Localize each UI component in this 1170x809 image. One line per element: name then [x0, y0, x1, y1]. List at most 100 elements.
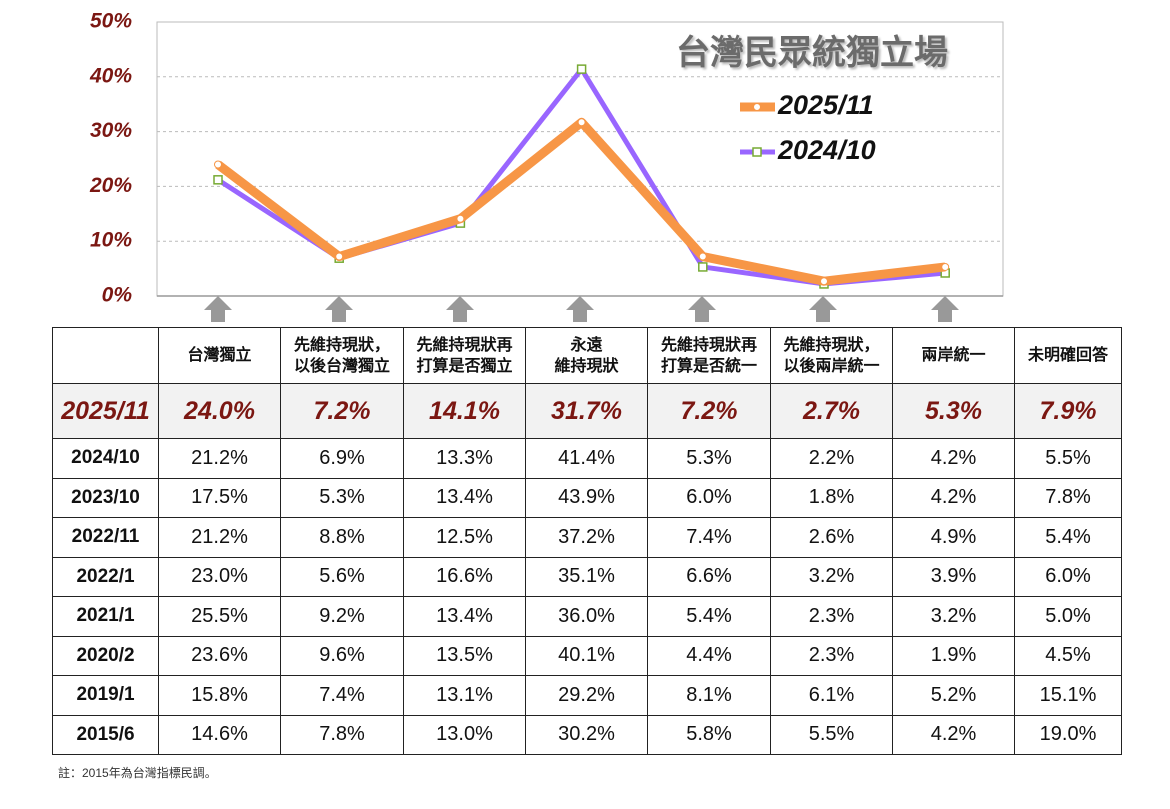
row-label: 2015/6 — [52, 714, 159, 755]
table-cell: 5.8% — [647, 714, 771, 755]
table-row: 2022/1 23.0% 5.6% 16.6% 35.1% 6.6% 3.2% 3.9% 6.0… — [52, 556, 1122, 597]
point — [698, 252, 707, 261]
header-cell: 未明確回答 — [1014, 327, 1122, 384]
header-line: 以後兩岸統一 — [783, 357, 880, 375]
chart: 台灣民眾統獨立場 0% 10% 20% 30% 40% 50% 2024/10 2025/11 — [89, 10, 1004, 322]
table-cell: 5.3% — [647, 438, 771, 479]
table-cell: 2.3% — [770, 635, 893, 676]
table-cell: 7.4% — [280, 675, 404, 716]
legend-label: 2025/11 — [777, 90, 874, 120]
table-row: 2019/1 15.8% 7.4% 13.1% 29.2% 8.1% 6.1% 5.2% 15.… — [52, 675, 1122, 716]
header-line: 先維持現狀， — [783, 336, 880, 354]
table-cell: 6.9% — [280, 438, 404, 479]
table-cell: 12.5% — [403, 517, 526, 558]
header-cell: 台灣獨立 — [158, 327, 281, 384]
table-cell: 4.2% — [892, 477, 1015, 518]
table-cell: 4.4% — [647, 635, 771, 676]
point — [820, 277, 828, 286]
table-cell: 4.5% — [1014, 635, 1122, 676]
table-cell: 3.2% — [770, 556, 893, 597]
header-line: 打算是否獨立 — [416, 357, 513, 375]
table-cell: 8.1% — [647, 675, 771, 716]
y-tick-label: 10% — [90, 229, 132, 252]
table-cell: 4.2% — [892, 438, 1015, 479]
table-cell: 21.2% — [158, 438, 281, 479]
row-label: 2024/10 — [52, 438, 159, 479]
point — [698, 262, 708, 272]
table-cell: 7.9% — [1014, 383, 1122, 439]
table-cell: 2.7% — [770, 383, 893, 439]
table-cell: 3.2% — [892, 596, 1015, 637]
table-row: 2021/1 25.5% 9.2% 13.4% 36.0% 5.4% 2.3% 3.2% 5.0… — [52, 596, 1122, 637]
legend-label: 2024/10 — [777, 135, 876, 165]
table-cell: 16.6% — [403, 556, 526, 597]
table-cell: 7.2% — [647, 383, 771, 439]
table-cell: 14.6% — [158, 714, 281, 755]
table-cell: 25.5% — [158, 596, 281, 637]
point — [213, 175, 223, 185]
table-cell: 23.0% — [158, 556, 281, 597]
chart-title: 台灣民眾統獨立場 — [676, 34, 948, 72]
point — [941, 262, 950, 271]
header-line: 先維持現狀再 — [416, 336, 513, 354]
table-cell: 21.2% — [158, 517, 281, 558]
table-cell: 7.8% — [1014, 477, 1122, 518]
table-cell: 2.3% — [770, 596, 893, 637]
table-cell: 19.0% — [1014, 714, 1122, 755]
header-line: 台灣獨立 — [187, 347, 252, 364]
table-cell: 3.9% — [892, 556, 1015, 597]
y-tick-label: 30% — [90, 119, 132, 142]
corner-cell — [52, 327, 159, 384]
header-line: 以後台灣獨立 — [293, 357, 390, 375]
table-cell: 17.5% — [158, 477, 281, 518]
table-cell: 13.5% — [403, 635, 526, 676]
header-row: 台灣獨立 先維持現狀， 以後台灣獨立 先維持現狀再 打算是否獨立 永遠 維持現狀 先維持現狀再… — [52, 327, 1122, 384]
header-cell: 先維持現狀， 以後兩岸統一 — [770, 327, 893, 384]
table-row: 2020/2 23.6% 9.6% 13.5% 40.1% 4.4% 2.3% 1.9% 4.5… — [52, 635, 1122, 676]
legend-marker — [752, 147, 762, 157]
y-tick-label: 50% — [90, 10, 132, 33]
table-row: 2025/11 24.0% 7.2% 14.1% 31.7% 7.2% 2.7% 5.3% 7.… — [52, 383, 1122, 439]
table-cell: 13.4% — [403, 596, 526, 637]
y-tick-label: 20% — [89, 174, 132, 197]
row-label: 2022/11 — [52, 517, 159, 558]
footnote: 註：2015年為台灣指標民調。 — [58, 766, 217, 780]
row-label: 2019/1 — [52, 675, 159, 716]
table-cell: 6.0% — [1014, 556, 1122, 597]
table-cell: 2.2% — [770, 438, 893, 479]
point — [456, 214, 465, 223]
table-cell: 15.8% — [158, 675, 281, 716]
table-cell: 13.4% — [403, 477, 526, 518]
table-row: 2024/10 21.2% 6.9% 13.3% 41.4% 5.3% 2.2% 4.2% 5.… — [52, 438, 1122, 479]
table-cell: 1.9% — [892, 635, 1015, 676]
row-label: 2023/10 — [52, 477, 159, 518]
point — [576, 64, 587, 74]
table-cell: 5.6% — [280, 556, 404, 597]
row-label: 2022/1 — [52, 556, 159, 597]
table-cell: 36.0% — [525, 596, 648, 637]
table-cell: 4.9% — [892, 517, 1015, 558]
table-cell: 40.1% — [525, 635, 648, 676]
table-cell: 41.4% — [525, 438, 648, 479]
legend-marker — [753, 103, 761, 111]
table-cell: 5.3% — [892, 383, 1015, 439]
table-cell: 29.2% — [525, 675, 648, 716]
table-cell: 5.5% — [1014, 438, 1122, 479]
table-cell: 30.2% — [525, 714, 648, 755]
header-line: 兩岸統一 — [921, 347, 986, 364]
table-cell: 43.9% — [525, 477, 648, 518]
table-cell: 2.6% — [770, 517, 893, 558]
table-cell: 24.0% — [158, 383, 281, 439]
table-cell: 9.2% — [280, 596, 404, 637]
table-cell: 13.0% — [403, 714, 526, 755]
table-cell: 5.0% — [1014, 596, 1122, 637]
table-cell: 6.6% — [647, 556, 771, 597]
table-cell: 5.2% — [892, 675, 1015, 716]
table-cell: 5.3% — [280, 477, 404, 518]
table-cell: 7.2% — [280, 383, 404, 439]
row-label: 2020/2 — [52, 635, 159, 676]
header-cell: 先維持現狀再 打算是否統一 — [647, 327, 771, 384]
header-line: 維持現狀 — [554, 357, 619, 375]
table-cell: 5.4% — [647, 596, 771, 637]
table-cell: 5.4% — [1014, 517, 1122, 558]
